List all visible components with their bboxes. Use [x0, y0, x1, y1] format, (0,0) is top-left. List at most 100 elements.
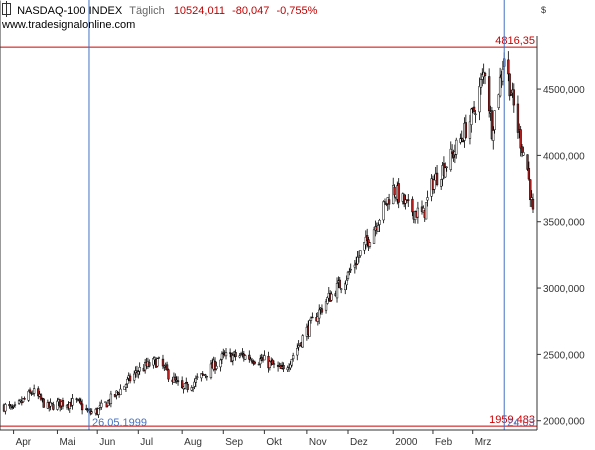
candle-body: [12, 405, 15, 407]
candle-body: [498, 76, 502, 97]
candle-body: [282, 365, 285, 370]
candle-body: [308, 320, 311, 337]
candle-body: [444, 167, 447, 178]
candle-body: [297, 345, 300, 348]
candle-body: [326, 297, 329, 304]
candle-body: [481, 74, 484, 80]
candle-body: [478, 86, 481, 113]
candle-body: [109, 393, 113, 404]
candle-body: [407, 199, 410, 201]
candle-body: [335, 283, 339, 299]
candle-body: [176, 380, 180, 383]
candle-body: [183, 383, 187, 389]
candle-body: [292, 355, 295, 360]
candle-body: [411, 198, 414, 213]
candle-body: [522, 152, 525, 156]
candle-body: [161, 358, 165, 367]
x-tick-label: 2000: [395, 437, 418, 448]
candle-body: [324, 301, 328, 311]
candle-body: [253, 361, 256, 364]
candle-body: [185, 381, 188, 384]
candle-body: [339, 288, 343, 291]
candle-body: [501, 68, 504, 82]
horizontal-line-label: 1959,483: [489, 414, 535, 426]
y-tick-label: 2500,000: [543, 350, 585, 361]
candle-body: [186, 383, 189, 390]
candle-body: [157, 357, 161, 359]
candle-body: [33, 388, 36, 394]
candle-body: [479, 79, 483, 88]
candle-body: [249, 358, 252, 361]
candle-body: [296, 348, 299, 356]
x-tick-label: Feb: [435, 437, 453, 448]
candle-body: [435, 172, 439, 185]
candle-body: [440, 179, 443, 187]
candle-body: [27, 390, 30, 401]
currency-label: $: [541, 5, 547, 15]
x-tick-label: Jul: [140, 437, 153, 448]
candle-body: [128, 375, 132, 382]
candle-body: [11, 406, 14, 409]
candle-body: [445, 166, 448, 168]
candle-body: [85, 408, 88, 410]
candle-body: [397, 183, 400, 203]
candle-body: [382, 201, 385, 221]
candle-body: [344, 283, 347, 291]
candle-body: [268, 361, 272, 368]
candle-body: [459, 138, 462, 143]
candle-body: [201, 373, 204, 375]
candle-body: [452, 152, 455, 158]
candle-body: [493, 110, 496, 130]
candle-body: [357, 255, 361, 258]
y-tick-label: 4000,000: [543, 151, 585, 162]
candle-body: [22, 398, 25, 402]
candle-body: [387, 199, 391, 205]
candle-body: [100, 402, 103, 408]
candle-body: [378, 220, 381, 225]
candle-body: [320, 308, 324, 313]
y-tick-label: 2000,000: [543, 417, 585, 428]
candle-body: [516, 103, 520, 133]
candle-body: [416, 207, 420, 218]
candle-body: [219, 359, 222, 368]
x-tick-label: Sep: [225, 437, 243, 448]
website-label: www.tradesignalonline.com: [2, 19, 136, 31]
candle-body: [368, 242, 372, 247]
candle-body: [224, 352, 228, 357]
candle-body: [519, 129, 522, 149]
candle-body: [424, 202, 428, 220]
candle-body: [248, 354, 251, 360]
candle-body: [4, 404, 7, 412]
candle-body: [309, 317, 313, 321]
x-tick-label: Mrz: [475, 437, 492, 448]
candle-body: [290, 359, 293, 366]
candle-body: [167, 369, 170, 380]
candle-body: [23, 398, 26, 400]
candle-body: [52, 404, 55, 410]
x-tick-label: Nov: [309, 437, 327, 448]
candle-body: [492, 130, 495, 141]
candle-body: [17, 400, 21, 404]
candle-body: [520, 146, 524, 153]
candle-body: [123, 385, 126, 390]
candle-body: [385, 203, 388, 205]
candle-body: [529, 179, 532, 201]
candle-body: [460, 137, 463, 140]
header-row: NASDAQ-100 INDEX Täglich 10524,011 -80,0…: [2, 1, 317, 17]
y-tick-label: 3000,000: [543, 284, 585, 295]
candle-body: [75, 398, 78, 400]
candle-body: [353, 264, 356, 268]
candle-body: [259, 358, 262, 365]
x-tick-label: Aug: [184, 437, 202, 448]
candle-body: [271, 359, 274, 365]
candle-body: [135, 370, 139, 373]
candle-body: [403, 194, 406, 205]
candle-body: [455, 139, 458, 155]
candle-body: [116, 391, 119, 394]
candle-body: [483, 72, 487, 76]
candle-body: [104, 401, 107, 403]
reference-lines: 4816,35 1959,483 26.05.1999 24.03: [0, 0, 537, 430]
candle-body: [37, 388, 40, 397]
candle-body: [468, 121, 472, 139]
